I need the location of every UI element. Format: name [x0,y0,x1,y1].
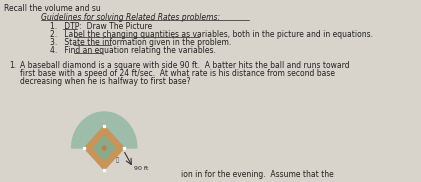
Text: 3.   State the information given in the problem.: 3. State the information given in the pr… [50,38,231,47]
Polygon shape [103,169,105,171]
Polygon shape [72,112,137,148]
Polygon shape [84,126,124,170]
Text: decreasing when he is halfway to first base?: decreasing when he is halfway to first b… [20,77,190,86]
Text: 2.   Label the changing quantities as variables, both in the picture and in equa: 2. Label the changing quantities as vari… [50,30,373,39]
Polygon shape [103,125,105,127]
Text: 90 ft: 90 ft [134,166,149,171]
Text: Guidelines for solving Related Rates problems:: Guidelines for solving Related Rates pro… [41,13,220,22]
Text: 🚶: 🚶 [115,157,119,163]
Text: 1.: 1. [9,61,16,70]
Polygon shape [83,147,85,149]
Text: first base with a speed of 24 ft/sec.  At what rate is his distance from second : first base with a speed of 24 ft/sec. At… [20,69,335,78]
Text: A baseball diamond is a square with side 90 ft.  A batter hits the ball and runs: A baseball diamond is a square with side… [20,61,349,70]
Text: ion in for the evening.  Assume that the: ion in for the evening. Assume that the [181,170,334,179]
Circle shape [102,146,106,150]
Polygon shape [123,147,125,149]
Polygon shape [93,136,115,160]
Text: 1.   DTP:  Draw The Picture: 1. DTP: Draw The Picture [50,22,152,31]
Text: 4.   Find an equation relating the variables.: 4. Find an equation relating the variabl… [50,46,216,55]
Text: Recall the volume and su: Recall the volume and su [4,4,100,13]
